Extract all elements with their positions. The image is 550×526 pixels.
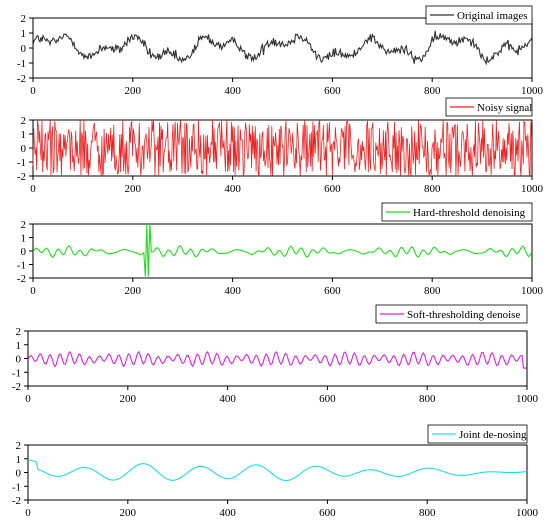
legend: Hard-threshold denoising bbox=[381, 202, 533, 222]
x-tick-label: 0 bbox=[25, 507, 31, 519]
y-tick-label: 1 bbox=[21, 28, 27, 40]
y-tick-label: -1 bbox=[17, 260, 26, 272]
y-tick-label: 0 bbox=[21, 143, 27, 155]
x-tick-label: 1000 bbox=[516, 507, 539, 519]
x-tick-label: 200 bbox=[125, 285, 142, 297]
y-tick-label: 2 bbox=[16, 326, 22, 338]
x-tick-label: 1000 bbox=[521, 285, 544, 297]
series-line bbox=[27, 458, 528, 482]
legend-label: Joint de-nosing bbox=[459, 429, 527, 441]
y-tick-label: -1 bbox=[17, 157, 26, 169]
y-tick-label: 1 bbox=[16, 454, 22, 466]
x-tick-label: 1000 bbox=[521, 85, 544, 97]
x-tick-label: 600 bbox=[324, 85, 341, 97]
y-tick-label: -2 bbox=[12, 381, 21, 393]
y-tick-label: 0 bbox=[16, 468, 22, 480]
y-tick-label: -1 bbox=[12, 481, 21, 493]
x-tick-label: 0 bbox=[30, 285, 36, 297]
plot-area bbox=[27, 330, 528, 387]
x-tick-label: 0 bbox=[25, 393, 31, 405]
legend-label: Hard-threshold denoising bbox=[413, 207, 526, 219]
x-tick-label: 800 bbox=[419, 507, 436, 519]
y-tick-label: 2 bbox=[21, 115, 27, 127]
series-line bbox=[32, 119, 532, 177]
x-tick-label: 0 bbox=[30, 183, 36, 195]
legend-box bbox=[425, 5, 533, 25]
x-tick-label: 0 bbox=[30, 85, 36, 97]
y-tick-label: 1 bbox=[21, 233, 27, 245]
plot-area bbox=[27, 444, 528, 501]
x-tick-label: 400 bbox=[224, 285, 241, 297]
x-tick-label: 400 bbox=[224, 85, 241, 97]
x-tick-label: 400 bbox=[219, 393, 236, 405]
legend-box bbox=[381, 202, 533, 222]
x-tick-label: 400 bbox=[224, 183, 241, 195]
x-tick-label: 200 bbox=[120, 507, 137, 519]
y-tick-label: -2 bbox=[12, 495, 21, 507]
y-tick-label: 1 bbox=[21, 129, 27, 141]
y-tick-label: -2 bbox=[17, 273, 26, 285]
legend-label: Original images bbox=[457, 10, 528, 22]
x-tick-label: 800 bbox=[424, 285, 441, 297]
y-tick-label: 1 bbox=[16, 340, 22, 352]
legend-box bbox=[445, 97, 533, 117]
x-tick-label: 800 bbox=[419, 393, 436, 405]
legend: Noisy signal bbox=[445, 97, 533, 117]
y-tick-label: -1 bbox=[17, 58, 26, 70]
legend-label: Soft-thresholding denoise bbox=[407, 309, 520, 321]
x-tick-label: 600 bbox=[319, 393, 336, 405]
x-tick-label: 200 bbox=[125, 85, 142, 97]
y-tick-label: 2 bbox=[21, 219, 27, 231]
x-tick-label: 200 bbox=[125, 183, 142, 195]
y-tick-label: 0 bbox=[21, 246, 27, 258]
x-tick-label: 600 bbox=[319, 507, 336, 519]
y-tick-label: 0 bbox=[16, 354, 22, 366]
legend-box bbox=[427, 424, 528, 444]
x-tick-label: 1000 bbox=[516, 393, 539, 405]
y-tick-label: 2 bbox=[16, 440, 22, 452]
subplot-4: 0 200 400 600 800 1000210-1-2Soft-thresholdin… bbox=[12, 304, 539, 405]
legend: Joint de-nosing bbox=[427, 424, 528, 444]
series-line bbox=[27, 350, 527, 369]
x-tick-label: 800 bbox=[424, 183, 441, 195]
x-tick-label: 400 bbox=[219, 507, 236, 519]
y-tick-label: 2 bbox=[21, 13, 27, 25]
series-line bbox=[32, 223, 532, 277]
x-tick-label: 800 bbox=[424, 85, 441, 97]
y-tick-label: -2 bbox=[17, 73, 26, 85]
y-tick-label: -1 bbox=[12, 367, 21, 379]
x-tick-label: 600 bbox=[324, 183, 341, 195]
subplot-1: 0 200 400 600 800 1000 2 1 0 -1 -2 Original images bbox=[17, 5, 544, 97]
legend-box bbox=[375, 304, 528, 324]
x-tick-label: 200 bbox=[120, 393, 137, 405]
x-tick-label: 1000 bbox=[521, 183, 544, 195]
y-tick-label: 0 bbox=[21, 43, 27, 55]
legend: Soft-thresholding denoise bbox=[375, 304, 528, 324]
legend: Original images bbox=[425, 5, 533, 25]
y-tick-label: -2 bbox=[17, 171, 26, 183]
subplot-2: 0 200 400 600 800 1000 2 1 0 -1 -2 Noisy signal bbox=[17, 97, 544, 195]
series-line bbox=[32, 30, 533, 66]
legend-label: Noisy signal bbox=[477, 102, 532, 114]
x-tick-label: 600 bbox=[324, 285, 341, 297]
